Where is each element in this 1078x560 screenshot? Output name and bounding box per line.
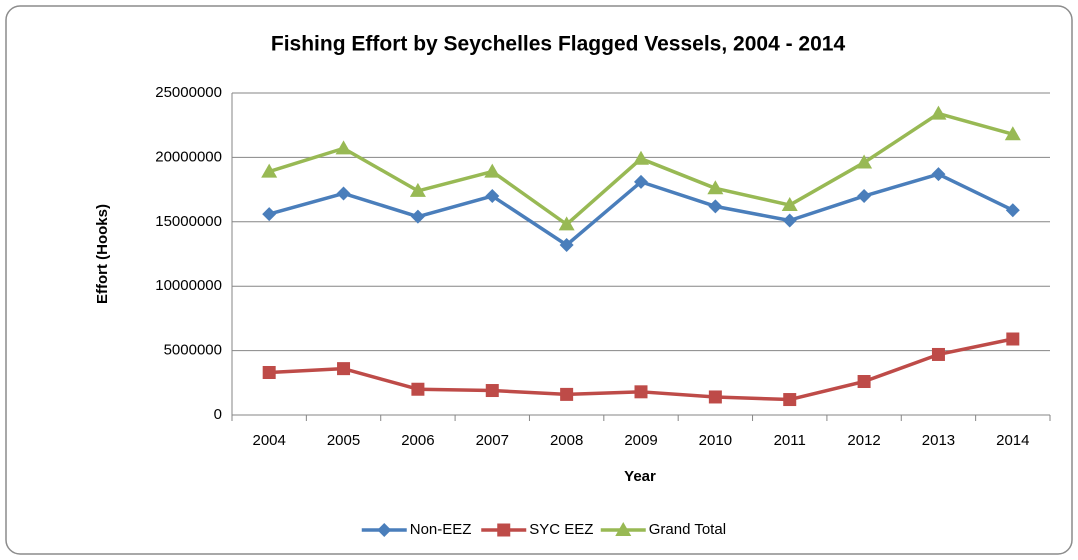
y-tick-label: 5000000 [164,342,222,359]
data-point [1004,126,1021,141]
data-point [411,382,425,396]
legend-marker [377,523,392,537]
data-point [857,189,872,204]
x-tick-label: 2008 [550,432,583,449]
y-axis-title: Effort (Hooks) [94,204,111,304]
data-point [484,163,501,178]
chart-frame [5,5,1073,555]
data-point [559,237,574,252]
y-tick-label: 20000000 [155,148,222,165]
legend-label: Non-EEZ [410,521,472,538]
data-point [558,216,575,231]
data-point [485,384,499,398]
legend-marker [497,523,511,537]
data-point [1005,203,1020,218]
x-tick-label: 2005 [327,432,360,449]
data-point [1006,332,1020,346]
data-point [782,213,797,228]
x-tick-label: 2012 [847,432,880,449]
data-point [262,365,276,379]
x-tick-label: 2014 [996,432,1029,449]
x-axis-title: Year [624,468,656,485]
y-tick-label: 15000000 [155,213,222,230]
data-point [857,375,871,389]
chart-title: Fishing Effort by Seychelles Flagged Ves… [271,33,846,56]
data-point [410,209,425,224]
legend-label: Grand Total [649,521,726,538]
data-point [708,199,723,214]
data-point [409,182,426,197]
data-point [931,347,945,361]
data-point [781,197,798,212]
data-point [485,189,500,204]
y-tick-label: 0 [214,406,222,423]
data-point [335,140,352,155]
x-tick-label: 2011 [774,432,806,449]
data-point [262,207,277,222]
x-tick-label: 2009 [624,432,657,449]
data-point [708,390,722,404]
data-point [337,362,351,376]
x-tick-label: 2013 [922,432,955,449]
legend-label: SYC EEZ [529,521,593,538]
data-point [783,393,797,407]
data-point [931,167,946,182]
data-point [634,385,648,399]
data-point [560,387,574,401]
data-point [707,180,724,195]
data-point [634,174,648,189]
data-point [336,186,351,201]
y-tick-label: 25000000 [155,84,222,101]
y-tick-label: 10000000 [155,277,222,294]
data-point [930,105,947,120]
legend-marker [615,522,632,536]
data-point [633,150,649,165]
x-tick-label: 2004 [252,432,285,449]
data-point [856,154,873,169]
x-tick-label: 2010 [699,432,732,449]
data-point [261,163,278,178]
x-tick-label: 2007 [476,432,509,449]
x-tick-label: 2006 [401,432,434,449]
